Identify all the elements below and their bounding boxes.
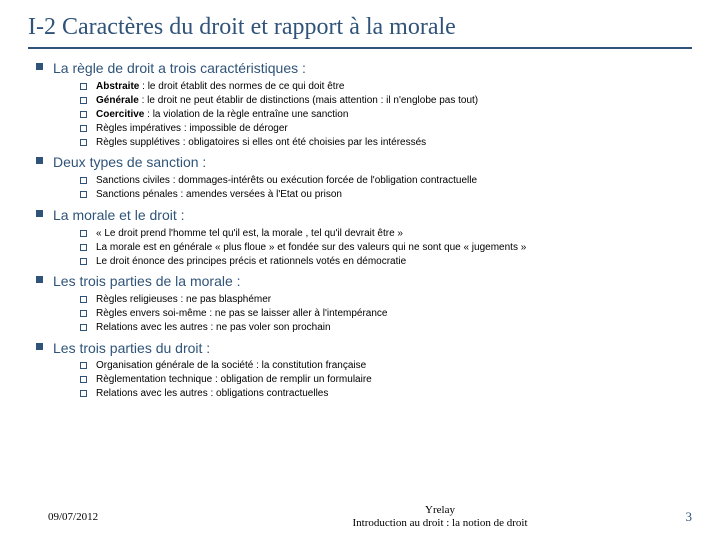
list-item-text: Règles supplétives : obligatoires si ell… (96, 137, 426, 148)
list-item-label: Règles envers soi-même : ne pas se laiss… (96, 307, 387, 321)
hollow-square-bullet-icon (80, 177, 87, 184)
list-item-label: La morale est en générale « plus floue »… (96, 241, 526, 255)
section-heading: La morale et le droit : (36, 206, 692, 225)
list-item-bold: Abstraite (96, 81, 139, 92)
hollow-square-bullet-icon (80, 83, 87, 90)
hollow-square-bullet-icon (80, 362, 87, 369)
list-item-label: Sanctions pénales : amendes versées à l'… (96, 188, 342, 202)
list-item-label: Abstraite : le droit établit des normes … (96, 80, 344, 94)
section-heading: Les trois parties du droit : (36, 339, 692, 358)
list-item-text: La morale est en générale « plus floue »… (96, 242, 526, 253)
slide-content: La règle de droit a trois caractéristiqu… (28, 59, 692, 401)
list-item: Règles envers soi-même : ne pas se laiss… (80, 307, 692, 321)
section-heading: Les trois parties de la morale : (36, 272, 692, 291)
hollow-square-bullet-icon (80, 296, 87, 303)
list-item: La morale est en générale « plus floue »… (80, 241, 692, 255)
list-item-text: Sanctions pénales : amendes versées à l'… (96, 189, 342, 200)
list-item: Abstraite : le droit établit des normes … (80, 80, 692, 94)
hollow-square-bullet-icon (80, 111, 87, 118)
footer-center: Yrelay Introduction au droit : la notion… (228, 504, 652, 530)
section-heading-label: Les trois parties du droit : (53, 339, 210, 358)
list-item: Règlementation technique : obligation de… (80, 373, 692, 387)
footer-date: 09/07/2012 (48, 511, 228, 523)
list-item: Générale : le droit ne peut établir de d… (80, 94, 692, 108)
list-item-label: Coercitive : la violation de la règle en… (96, 108, 348, 122)
section-heading-label: Les trois parties de la morale : (53, 272, 241, 291)
list-item-text: Règles envers soi-même : ne pas se laiss… (96, 308, 387, 319)
list-item-text: Le droit énonce des principes précis et … (96, 256, 406, 267)
hollow-square-bullet-icon (80, 230, 87, 237)
section-heading-label: Deux types de sanction : (53, 153, 206, 172)
list-item-label: Générale : le droit ne peut établir de d… (96, 94, 478, 108)
list-item-text: : le droit ne peut établir de distinctio… (139, 95, 478, 106)
section-heading: Deux types de sanction : (36, 153, 692, 172)
list-item-label: Sanctions civiles : dommages-intérêts ou… (96, 174, 477, 188)
list-item: Relations avec les autres : ne pas voler… (80, 321, 692, 335)
list-item-label: Le droit énonce des principes précis et … (96, 255, 406, 269)
list-item-label: Règles supplétives : obligatoires si ell… (96, 136, 426, 150)
hollow-square-bullet-icon (80, 244, 87, 251)
list-item: Le droit énonce des principes précis et … (80, 255, 692, 269)
hollow-square-bullet-icon (80, 390, 87, 397)
section-heading-label: La règle de droit a trois caractéristiqu… (53, 59, 306, 78)
list-item-text: Règlementation technique : obligation de… (96, 374, 372, 385)
list-item-label: Relations avec les autres : ne pas voler… (96, 321, 331, 335)
title-rule (28, 47, 692, 49)
square-bullet-icon (36, 210, 43, 217)
hollow-square-bullet-icon (80, 376, 87, 383)
slide-title: I-2 Caractères du droit et rapport à la … (28, 14, 692, 41)
list-item-text: « Le droit prend l'homme tel qu'il est, … (96, 228, 403, 239)
hollow-square-bullet-icon (80, 125, 87, 132)
list-item: Sanctions pénales : amendes versées à l'… (80, 188, 692, 202)
list-item-bold: Coercitive (96, 109, 144, 120)
hollow-square-bullet-icon (80, 191, 87, 198)
list-item: Coercitive : la violation de la règle en… (80, 108, 692, 122)
list-item-text: : le droit établit des normes de ce qui … (139, 81, 344, 92)
list-item-bold: Générale (96, 95, 139, 106)
list-item: Relations avec les autres : obligations … (80, 387, 692, 401)
square-bullet-icon (36, 343, 43, 350)
hollow-square-bullet-icon (80, 310, 87, 317)
footer-subtitle: Introduction au droit : la notion de dro… (228, 517, 652, 530)
square-bullet-icon (36, 276, 43, 283)
hollow-square-bullet-icon (80, 139, 87, 146)
list-item-text: Organisation générale de la société : la… (96, 360, 366, 371)
list-item-text: Règles religieuses : ne pas blasphémer (96, 294, 271, 305)
footer: 09/07/2012 Yrelay Introduction au droit … (0, 504, 720, 530)
section-heading-label: La morale et le droit : (53, 206, 185, 225)
list-item: Règles religieuses : ne pas blasphémer (80, 293, 692, 307)
hollow-square-bullet-icon (80, 324, 87, 331)
list-item-text: Relations avec les autres : obligations … (96, 388, 328, 399)
list-item-label: Relations avec les autres : obligations … (96, 387, 328, 401)
footer-page: 3 (652, 509, 692, 525)
list-item-label: Règles impératives : impossible de dérog… (96, 122, 288, 136)
hollow-square-bullet-icon (80, 97, 87, 104)
list-item-text: Règles impératives : impossible de dérog… (96, 123, 288, 134)
hollow-square-bullet-icon (80, 258, 87, 265)
list-item: Règles supplétives : obligatoires si ell… (80, 136, 692, 150)
list-item-text: Sanctions civiles : dommages-intérêts ou… (96, 175, 477, 186)
list-item-label: Organisation générale de la société : la… (96, 359, 366, 373)
list-item: Organisation générale de la société : la… (80, 359, 692, 373)
list-item-text: : la violation de la règle entraîne une … (144, 109, 348, 120)
list-item-label: « Le droit prend l'homme tel qu'il est, … (96, 227, 403, 241)
section-heading: La règle de droit a trois caractéristiqu… (36, 59, 692, 78)
square-bullet-icon (36, 63, 43, 70)
list-item-label: Règles religieuses : ne pas blasphémer (96, 293, 271, 307)
list-item: Sanctions civiles : dommages-intérêts ou… (80, 174, 692, 188)
list-item: « Le droit prend l'homme tel qu'il est, … (80, 227, 692, 241)
list-item: Règles impératives : impossible de dérog… (80, 122, 692, 136)
footer-author: Yrelay (228, 504, 652, 517)
list-item-text: Relations avec les autres : ne pas voler… (96, 322, 331, 333)
list-item-label: Règlementation technique : obligation de… (96, 373, 372, 387)
square-bullet-icon (36, 157, 43, 164)
